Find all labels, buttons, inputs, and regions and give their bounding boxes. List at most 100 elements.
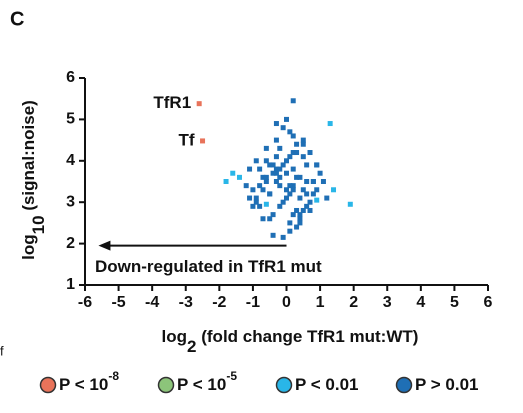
point (284, 195, 289, 201)
point (284, 187, 289, 193)
legend-exponent: -5 (226, 369, 237, 383)
point (257, 183, 263, 189)
point (277, 203, 283, 209)
point (317, 170, 323, 176)
annotation: Down-regulated in TfR1 mut (95, 257, 322, 276)
point (297, 195, 303, 201)
point (270, 212, 276, 218)
point (270, 232, 276, 238)
point (260, 187, 266, 193)
point (314, 162, 320, 168)
point (250, 203, 256, 209)
point (310, 179, 316, 184)
point (253, 195, 259, 201)
legend-text: P < 0.01 (295, 375, 359, 394)
point (290, 187, 296, 193)
y-label-rest: (signal:noise) (19, 100, 38, 215)
point (284, 170, 289, 176)
legend-label: P < 10-5 (177, 369, 237, 394)
point (263, 145, 269, 151)
point (324, 195, 330, 201)
point (273, 179, 279, 184)
point (277, 183, 283, 189)
point (290, 212, 296, 218)
x-tick-label: 1 (316, 294, 325, 311)
point (287, 220, 293, 226)
point (294, 150, 300, 156)
x-label-text: log (162, 327, 188, 346)
point (327, 121, 333, 127)
point (320, 179, 326, 184)
point (273, 166, 279, 172)
y-label-text: log (19, 234, 38, 260)
x-label-sub: 2 (187, 337, 196, 356)
point (273, 170, 279, 176)
legend-swatch (275, 376, 293, 394)
point (307, 199, 313, 205)
point (294, 224, 300, 230)
point (260, 174, 266, 180)
point (280, 162, 286, 168)
x-tick-label: 0 (282, 294, 291, 311)
point (287, 228, 293, 234)
point (196, 101, 202, 107)
point (200, 138, 206, 144)
x-tick-label: 3 (383, 294, 392, 311)
point (250, 187, 256, 193)
panel-label: C (10, 8, 24, 30)
point (300, 207, 306, 213)
y-tick-label: 6 (66, 69, 75, 86)
point (284, 116, 289, 122)
point (263, 158, 269, 164)
point (290, 150, 296, 156)
point (236, 174, 242, 180)
point (270, 162, 276, 168)
point (287, 129, 293, 135)
point (331, 187, 337, 193)
point (290, 98, 296, 104)
x-tick-label: 5 (450, 294, 459, 311)
point (267, 191, 273, 197)
legend-swatch (395, 376, 413, 394)
point (257, 166, 263, 172)
point (280, 125, 286, 131)
cropped-text: f (0, 343, 4, 358)
point (290, 133, 296, 139)
point (287, 183, 293, 189)
point (297, 216, 303, 222)
point (284, 158, 289, 164)
point (230, 170, 236, 176)
point (263, 201, 269, 207)
point (300, 137, 306, 143)
arrow-head (98, 240, 111, 251)
legend-label: P < 0.01 (295, 375, 359, 394)
point (267, 162, 273, 168)
x-tick-label: -6 (78, 294, 92, 311)
point (223, 179, 229, 184)
point (267, 216, 273, 222)
point (297, 220, 303, 226)
point (310, 191, 316, 197)
point (307, 150, 313, 156)
point (297, 212, 303, 218)
legend-label: P > 0.01 (415, 375, 479, 394)
point (287, 191, 293, 197)
point (273, 137, 279, 143)
point (304, 162, 310, 168)
x-label-rest: (fold change TfR1 mut:WT) (197, 327, 419, 346)
x-tick-label: 4 (416, 294, 425, 311)
y-tick-label: 2 (66, 235, 75, 252)
point (294, 207, 300, 213)
point (263, 174, 269, 180)
legend-swatch (157, 376, 175, 394)
point (253, 158, 259, 164)
legend-text: P > 0.01 (415, 375, 479, 394)
x-tick-label: -1 (246, 294, 260, 311)
legend-text: P < 10 (177, 375, 226, 394)
point (294, 174, 300, 180)
point-label: Tf (178, 130, 194, 149)
x-tick-label: -2 (212, 294, 226, 311)
y-tick-label: 3 (66, 193, 75, 210)
point (347, 201, 353, 207)
